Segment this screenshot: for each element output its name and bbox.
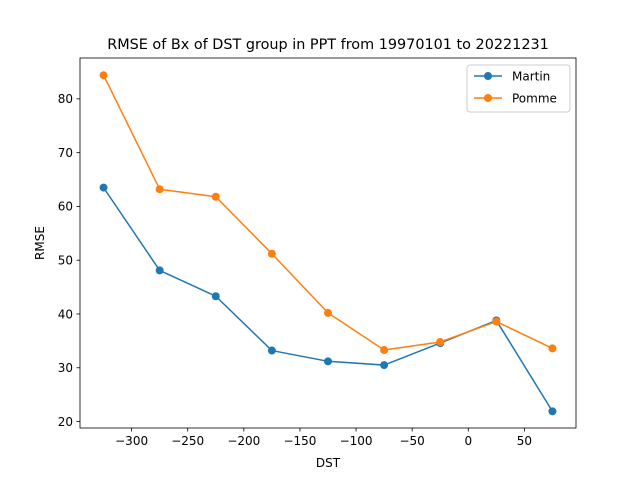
- data-point-pomme: [267, 249, 276, 258]
- x-tick-label: −50: [399, 434, 424, 448]
- data-point-martin: [99, 183, 108, 192]
- x-axis: −300 −250 −200 −150 −100 −50 0 50: [115, 428, 532, 448]
- chart-title: RMSE of Bx of DST group in PPT from 1997…: [107, 37, 549, 53]
- data-point-pomme: [492, 317, 501, 326]
- x-tick-label: 50: [517, 434, 532, 448]
- legend-label-martin: Martin: [512, 69, 550, 83]
- y-tick-label: 20: [58, 415, 73, 429]
- legend-marker-martin: [484, 72, 492, 80]
- y-axis-label: RMSE: [33, 226, 47, 260]
- legend-marker-pomme: [484, 94, 492, 102]
- data-point-pomme: [548, 344, 557, 353]
- x-axis-label: DST: [316, 456, 341, 470]
- data-point-pomme: [324, 308, 332, 317]
- data-point-pomme: [380, 346, 389, 355]
- y-tick-label: 60: [58, 200, 73, 214]
- data-point-martin: [548, 407, 557, 416]
- data-point-martin: [324, 357, 332, 366]
- legend: Martin Pomme: [466, 64, 571, 113]
- x-tick-label: −100: [340, 434, 373, 448]
- y-tick-label: 50: [58, 254, 73, 268]
- data-point-pomme: [155, 185, 164, 194]
- series-line-martin: [102, 186, 554, 413]
- y-tick-label: 80: [58, 92, 73, 106]
- x-tick-label: 0: [464, 434, 472, 448]
- y-tick-label: 70: [58, 146, 73, 160]
- x-tick-label: −300: [115, 434, 148, 448]
- y-tick-label: 30: [58, 361, 73, 375]
- data-point-martin: [380, 361, 389, 370]
- series-line-pomme: [102, 74, 554, 351]
- data-point-martin: [211, 292, 220, 301]
- x-tick-label: −200: [227, 434, 260, 448]
- plot-area: [99, 71, 557, 416]
- y-axis: 20 30 40 50 60 70 80: [58, 92, 80, 429]
- data-point-martin: [267, 346, 276, 355]
- x-tick-label: −250: [171, 434, 204, 448]
- data-point-pomme: [99, 71, 108, 80]
- y-tick-label: 40: [58, 307, 73, 321]
- x-tick-label: −150: [283, 434, 316, 448]
- legend-label-pomme: Pomme: [512, 91, 557, 105]
- data-point-pomme: [211, 192, 220, 201]
- plot-frame: [79, 57, 577, 429]
- data-point-martin: [155, 266, 164, 275]
- data-point-pomme: [436, 337, 445, 346]
